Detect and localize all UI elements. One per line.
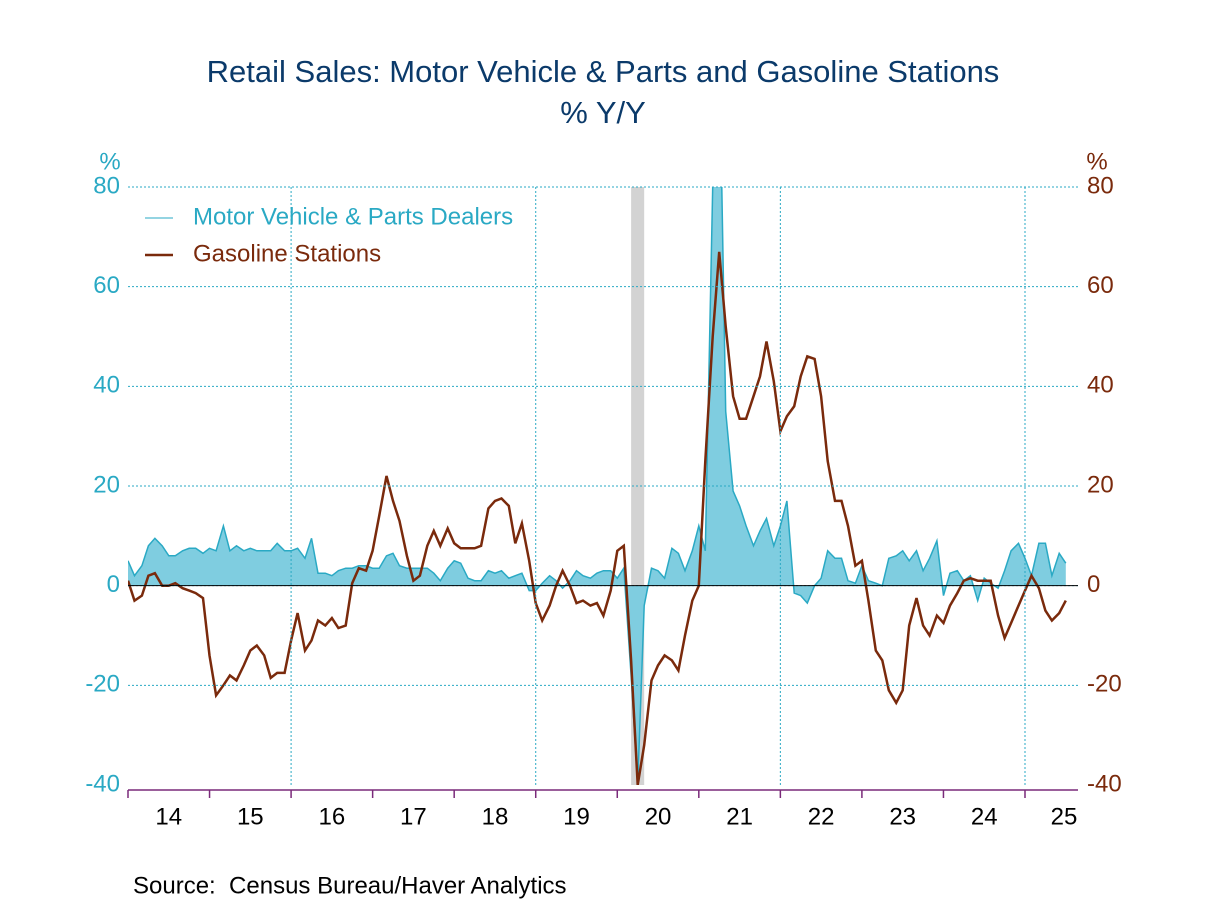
series-line: [128, 251, 1067, 785]
chart-title: Retail Sales: Motor Vehicle & Parts and …: [207, 54, 1000, 89]
x-tick-label: 19: [563, 803, 590, 830]
source-note: Source: Census Bureau/Haver Analytics: [133, 872, 567, 899]
y-tick-label: 20: [93, 471, 120, 498]
y2-tick-label: 60: [1087, 272, 1114, 299]
y2-tick-label: 0: [1087, 571, 1100, 598]
plot-area: [128, 187, 1067, 785]
y2-tick-label: -20: [1087, 671, 1122, 698]
y2-tick-label: 20: [1087, 471, 1114, 498]
legend-label: Motor Vehicle & Parts Dealers: [193, 203, 513, 230]
y-tick-label: 0: [107, 571, 120, 598]
x-tick-label: 16: [319, 803, 346, 830]
y-tick-label: 80: [93, 172, 120, 199]
legend-label: Gasoline Stations: [193, 240, 381, 267]
y2-axis-label: %: [1086, 148, 1107, 175]
y-tick-label: 40: [93, 372, 120, 399]
y-tick-label: -40: [85, 770, 120, 797]
x-tick-label: 20: [645, 803, 672, 830]
y2-tick-label: 40: [1087, 372, 1114, 399]
x-tick-label: 22: [808, 803, 835, 830]
x-tick-label: 14: [155, 803, 182, 830]
chart-subtitle: % Y/Y: [560, 95, 646, 130]
x-tick-label: 25: [1051, 803, 1078, 830]
x-tick-label: 15: [237, 803, 264, 830]
x-tick-label: 18: [482, 803, 509, 830]
series-line: [128, 187, 1067, 785]
y-tick-label: -20: [85, 671, 120, 698]
y-tick-label: 60: [93, 272, 120, 299]
x-tick-label: 23: [889, 803, 916, 830]
x-tick-label: 21: [726, 803, 753, 830]
x-tick-label: 24: [971, 803, 998, 830]
y2-tick-label: 80: [1087, 172, 1114, 199]
y2-tick-label: -40: [1087, 770, 1122, 797]
y-axis-label: %: [99, 148, 120, 175]
x-tick-label: 17: [400, 803, 427, 830]
